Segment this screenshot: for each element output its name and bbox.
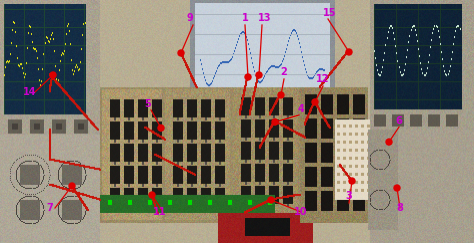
Circle shape	[256, 72, 262, 78]
Circle shape	[346, 49, 352, 55]
Text: 3: 3	[346, 191, 352, 201]
Circle shape	[158, 125, 164, 131]
Circle shape	[272, 119, 278, 125]
Text: 2: 2	[281, 67, 287, 77]
Text: 1: 1	[242, 13, 248, 23]
Text: 4: 4	[298, 104, 304, 114]
Circle shape	[178, 50, 184, 56]
Text: 7: 7	[46, 203, 54, 213]
Text: 13: 13	[258, 13, 272, 23]
Circle shape	[149, 192, 155, 198]
Circle shape	[69, 183, 75, 189]
Text: 8: 8	[397, 203, 403, 213]
Text: 6: 6	[396, 116, 402, 126]
Text: 12: 12	[316, 74, 330, 84]
Text: 11: 11	[153, 207, 167, 217]
Circle shape	[278, 92, 284, 98]
Circle shape	[312, 99, 318, 105]
Text: 10: 10	[294, 207, 308, 217]
Circle shape	[349, 178, 355, 184]
Text: 5: 5	[145, 99, 151, 109]
Text: 14: 14	[23, 87, 37, 97]
Circle shape	[268, 197, 274, 203]
Text: 9: 9	[187, 13, 193, 23]
Circle shape	[394, 185, 400, 191]
Circle shape	[50, 72, 56, 78]
Circle shape	[245, 74, 251, 80]
Text: 15: 15	[323, 8, 337, 18]
Circle shape	[386, 139, 392, 145]
